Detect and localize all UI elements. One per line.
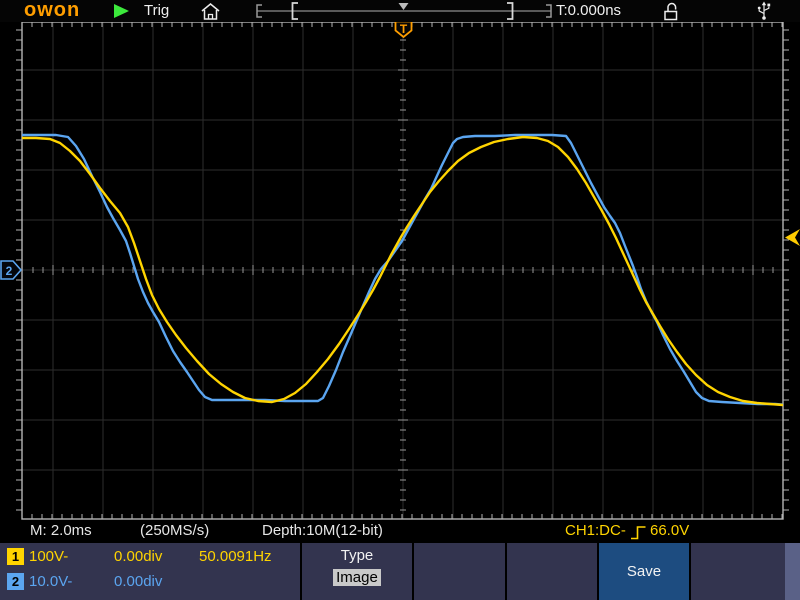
- trigger-position-marker[interactable]: T: [394, 20, 413, 39]
- channel1-scale: 100V-: [29, 548, 69, 565]
- channel2-offset: 0.00div: [114, 573, 163, 590]
- channel2-badge[interactable]: 2: [7, 573, 24, 590]
- menu-divider: [597, 543, 599, 600]
- graticule-ticks: [16, 22, 789, 519]
- channel1-frequency: 50.0091Hz: [199, 548, 272, 565]
- menu-divider: [412, 543, 414, 600]
- save-button[interactable]: Save: [599, 543, 689, 600]
- trigger-position-label: T: [400, 22, 408, 36]
- memory-position-bar[interactable]: [255, 0, 555, 22]
- menu-side-strip: [785, 543, 800, 600]
- trig-status-label: Trig: [144, 2, 170, 19]
- menu-divider: [300, 543, 302, 600]
- save-button-label: Save: [626, 563, 662, 580]
- trigger-level-readout: 66.0V: [650, 522, 690, 539]
- ch1-waveform: [22, 135, 783, 407]
- rising-edge-icon: [631, 526, 646, 540]
- waveform-traces: [22, 133, 783, 407]
- unlock-icon[interactable]: [661, 2, 680, 21]
- home-icon[interactable]: [199, 1, 222, 21]
- channel1-offset: 0.00div: [114, 548, 163, 565]
- trigger-time-readout: T:0.000ns: [556, 2, 622, 19]
- timebase-readout: M: 2.0ms: [30, 522, 92, 539]
- channel1-badge[interactable]: 1: [7, 548, 24, 565]
- menu-divider: [689, 543, 691, 600]
- type-menu-label: Type: [340, 547, 374, 564]
- sample-rate-readout: (250MS/s): [140, 522, 210, 539]
- brand-logo: owon: [24, 0, 81, 21]
- window-right-bracket[interactable]: [507, 2, 514, 20]
- usb-icon: [757, 1, 771, 20]
- type-menu-selected[interactable]: Image: [333, 569, 381, 586]
- menu-divider: [505, 543, 507, 600]
- channel2-position-marker[interactable]: 2: [0, 260, 23, 280]
- trigger-level-arrow[interactable]: [785, 229, 800, 246]
- memory-depth-readout: Depth:10M(12-bit): [262, 522, 383, 539]
- channel2-scale: 10.0V-: [29, 573, 73, 590]
- top-bar: owon Trig T:0.000ns: [0, 0, 800, 22]
- trigger-source-readout: CH1:DC-: [565, 522, 626, 539]
- window-left-bracket[interactable]: [291, 2, 299, 20]
- type-menu-value[interactable]: Image: [302, 569, 412, 587]
- bottom-menu-bar: 1 100V- 0.00div 50.0091Hz 2 10.0V- 0.00d…: [0, 543, 800, 600]
- bar-trigger-marker[interactable]: [398, 3, 409, 10]
- channel2-marker-label: 2: [6, 264, 13, 278]
- run-state-icon[interactable]: [114, 4, 129, 18]
